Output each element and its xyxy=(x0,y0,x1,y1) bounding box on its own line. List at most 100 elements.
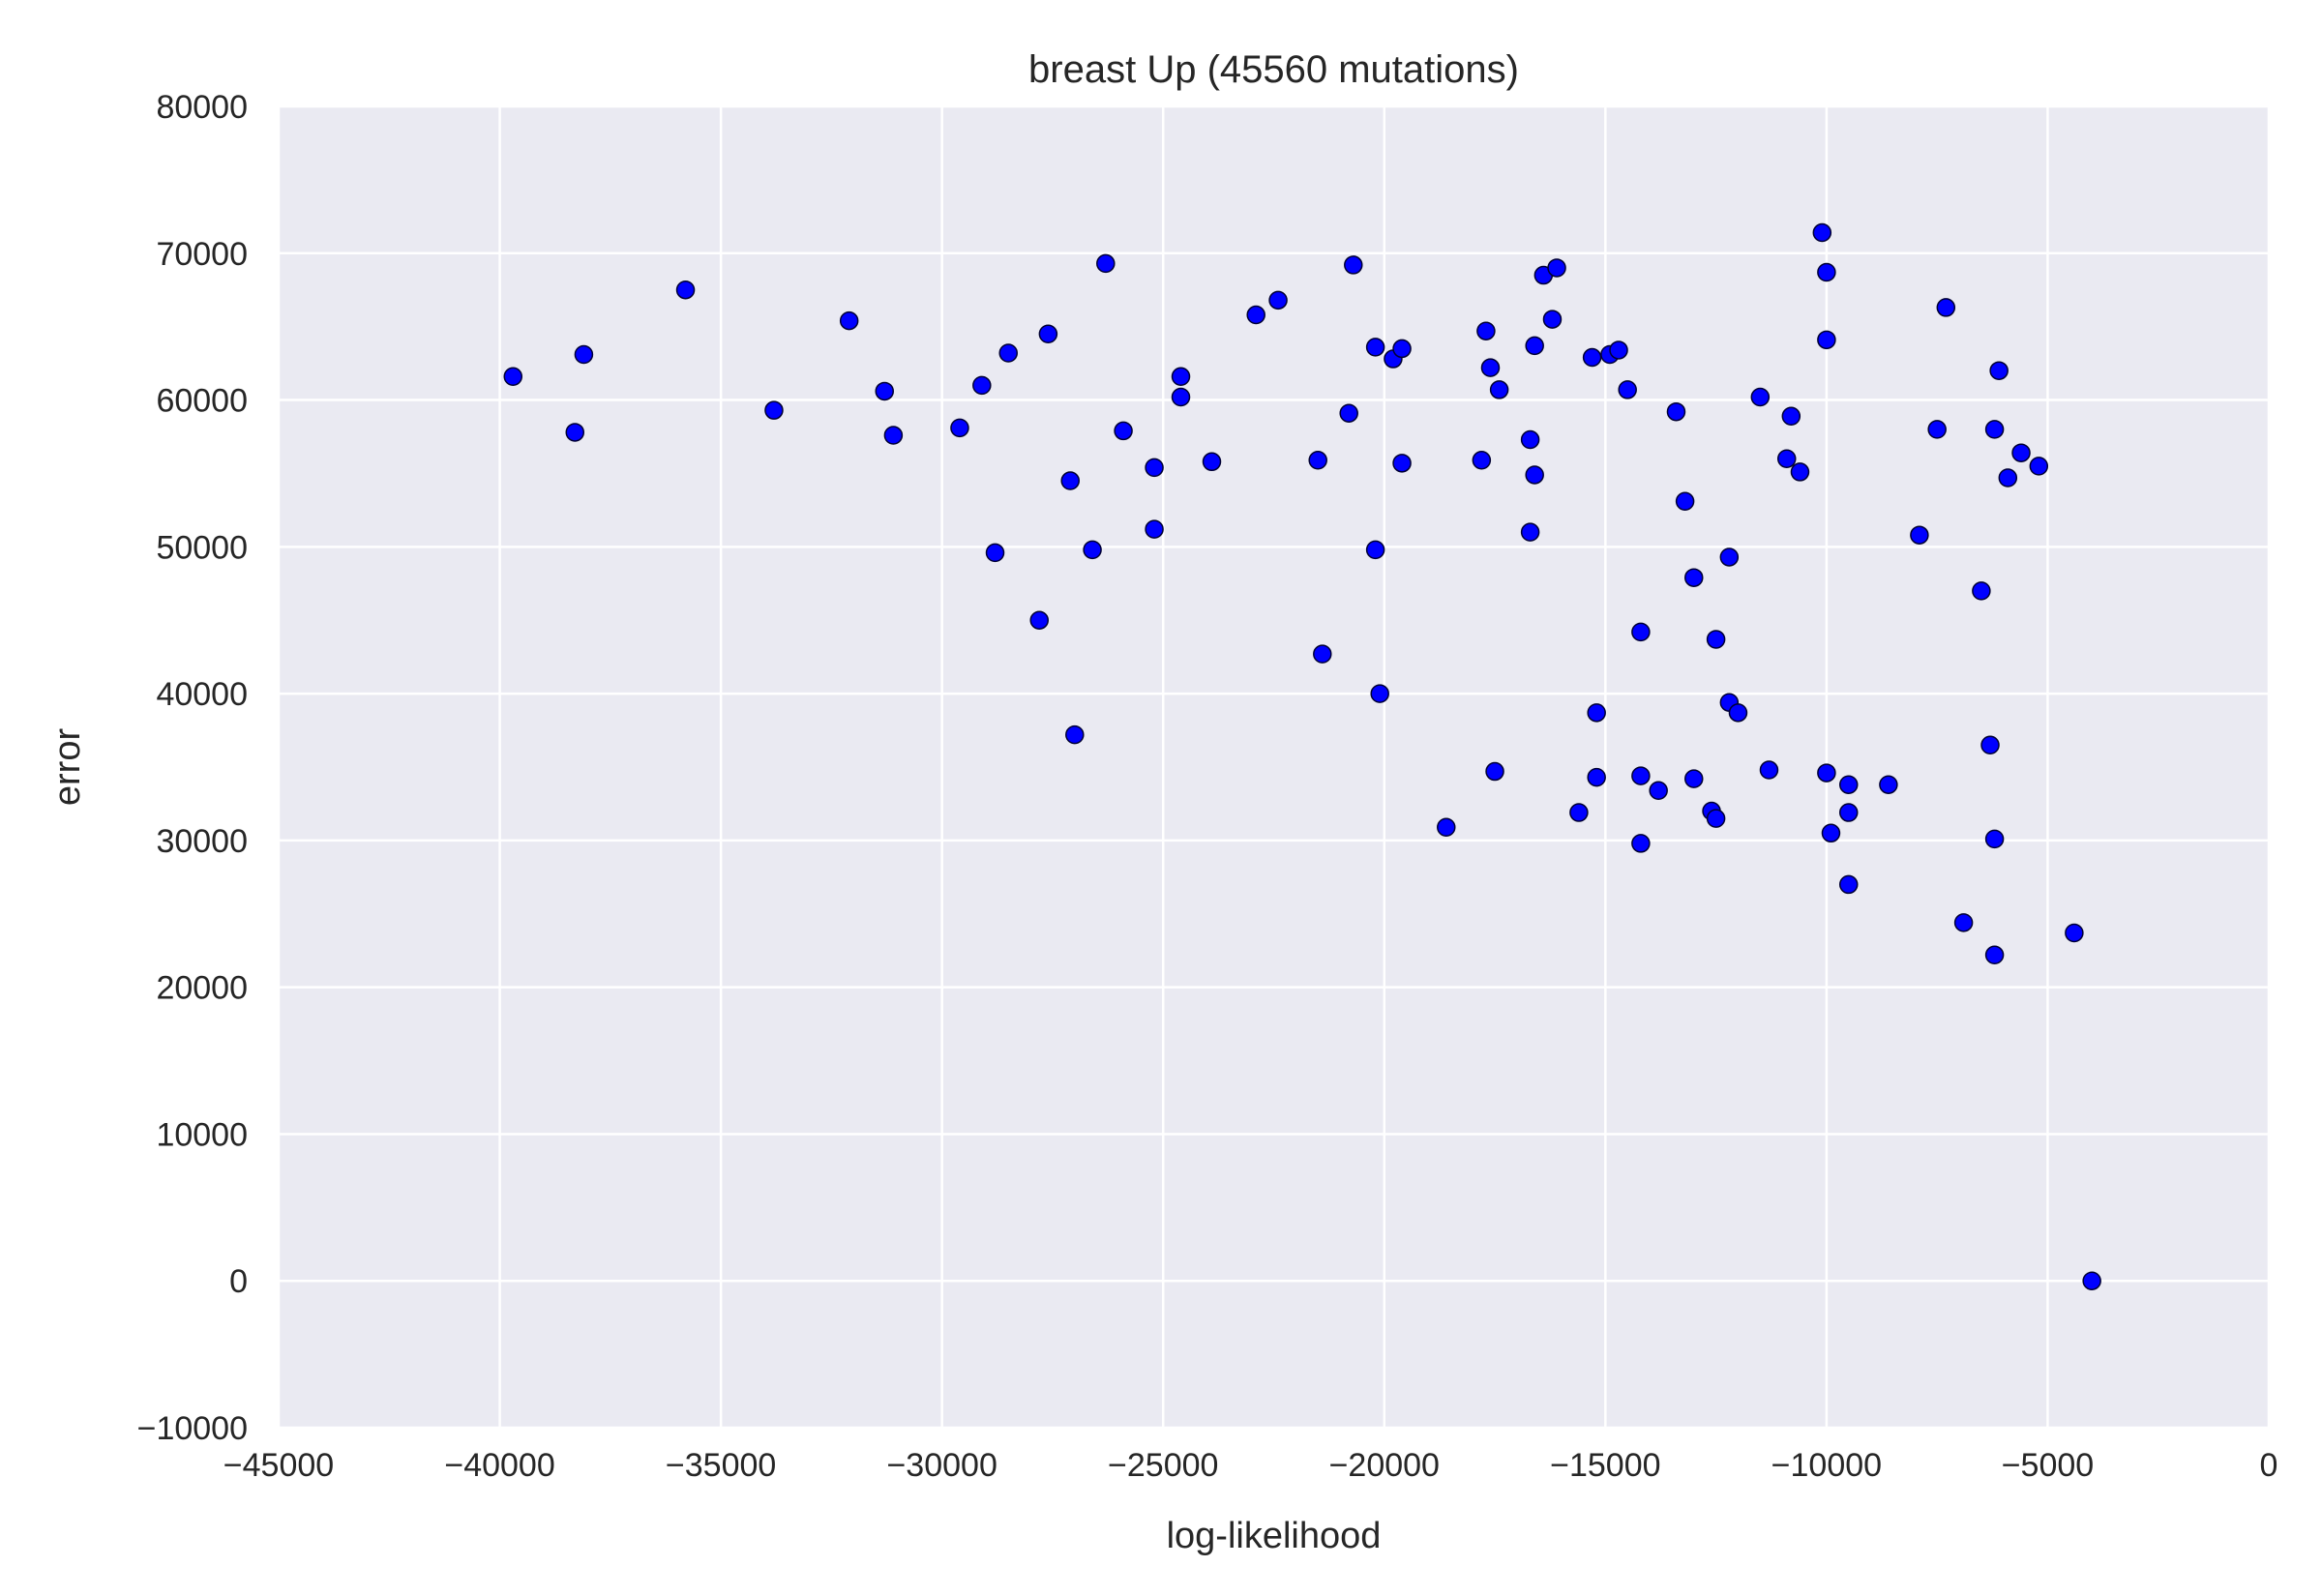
data-point xyxy=(1821,823,1841,843)
data-point xyxy=(1719,547,1740,567)
data-point xyxy=(1666,401,1686,422)
y-tick-label: 60000 xyxy=(156,383,248,420)
data-point xyxy=(1631,766,1651,785)
data-point xyxy=(1817,330,1836,350)
data-point xyxy=(1609,340,1628,360)
data-point xyxy=(1476,321,1496,340)
data-point xyxy=(1817,763,1836,783)
data-point xyxy=(1060,471,1080,490)
data-point xyxy=(1984,420,2005,439)
data-point xyxy=(1489,380,1509,399)
data-point xyxy=(875,381,894,401)
data-point xyxy=(972,375,992,396)
data-point xyxy=(1879,775,1898,794)
data-point xyxy=(1984,945,2005,965)
y-tick-label: 20000 xyxy=(156,970,248,1007)
y-tick-label: 80000 xyxy=(156,89,248,126)
data-point xyxy=(1684,769,1704,788)
data-point xyxy=(1339,403,1358,423)
data-point xyxy=(1587,767,1606,787)
data-point xyxy=(2082,1271,2101,1290)
data-point xyxy=(1547,258,1566,278)
data-point xyxy=(1910,525,1929,545)
x-tick-label: 0 xyxy=(2260,1447,2278,1484)
data-point xyxy=(1525,465,1544,485)
data-point xyxy=(2011,443,2031,462)
data-point xyxy=(1171,387,1191,407)
data-point xyxy=(1520,522,1540,542)
data-point xyxy=(1542,310,1563,329)
data-point xyxy=(985,543,1005,563)
y-tick-label: 30000 xyxy=(156,823,248,860)
data-point xyxy=(1392,339,1412,359)
data-points xyxy=(503,222,2101,1290)
x-tick-label: −5000 xyxy=(2002,1447,2095,1484)
x-tick-label: −20000 xyxy=(1329,1447,1440,1484)
y-tick-label: 50000 xyxy=(156,529,248,566)
data-point xyxy=(883,426,904,445)
data-point xyxy=(1984,829,2005,849)
chart-title: breast Up (45560 mutations) xyxy=(1028,48,1519,91)
y-tick-label: 70000 xyxy=(156,236,248,273)
y-tick-labels: −10000 0 10000 20000 30000 40000 50000 60000 700… xyxy=(137,89,248,1447)
data-point xyxy=(675,280,696,300)
x-tick-label: −15000 xyxy=(1550,1447,1660,1484)
x-tick-label: −10000 xyxy=(1771,1447,1882,1484)
data-point xyxy=(1472,451,1492,470)
data-point xyxy=(1649,781,1668,801)
x-tick-labels: −45000 −40000 −35000 −30000 −25000 −20000 −150… xyxy=(223,1447,2278,1484)
data-point xyxy=(1308,451,1327,470)
y-axis-label: error xyxy=(47,728,88,807)
data-point xyxy=(1246,305,1265,325)
data-point xyxy=(1812,222,1832,243)
data-point xyxy=(1989,361,2009,380)
data-point xyxy=(1998,468,2018,488)
data-point xyxy=(1437,817,1456,837)
data-point xyxy=(1927,420,1947,439)
data-point xyxy=(2029,457,2049,476)
data-point xyxy=(839,310,859,331)
data-point xyxy=(1838,874,1859,895)
data-point xyxy=(1038,324,1058,344)
data-point xyxy=(1083,540,1102,560)
data-point xyxy=(1485,761,1504,782)
data-point xyxy=(1582,347,1602,368)
data-point xyxy=(565,423,585,442)
data-point xyxy=(1370,684,1389,703)
data-point xyxy=(1728,703,1748,723)
data-point xyxy=(574,344,594,365)
data-point xyxy=(1631,622,1651,642)
data-point xyxy=(1268,290,1288,310)
data-point xyxy=(1781,406,1801,427)
x-tick-label: −30000 xyxy=(886,1447,997,1484)
data-point xyxy=(1171,367,1191,387)
data-point xyxy=(1706,809,1726,828)
data-point xyxy=(1114,421,1133,441)
data-point xyxy=(1838,775,1859,794)
y-tick-label: 10000 xyxy=(156,1116,248,1153)
x-axis-label: log-likelihood xyxy=(1167,1516,1382,1556)
data-point xyxy=(1096,253,1116,274)
data-point xyxy=(1525,336,1544,356)
data-point xyxy=(1065,724,1085,745)
x-tick-label: −40000 xyxy=(444,1447,554,1484)
x-tick-label: −35000 xyxy=(666,1447,776,1484)
plot-area xyxy=(279,106,2269,1428)
data-point xyxy=(1980,735,2000,754)
data-point xyxy=(1365,338,1385,357)
x-tick-label: −25000 xyxy=(1108,1447,1218,1484)
horizontal-gridlines xyxy=(279,104,2269,1430)
data-point xyxy=(1776,449,1797,469)
data-point xyxy=(1750,387,1771,407)
data-point xyxy=(764,400,784,420)
data-point xyxy=(2065,923,2084,943)
data-point xyxy=(1587,703,1606,723)
data-point xyxy=(1675,491,1695,512)
data-point xyxy=(1706,630,1726,649)
x-tick-label: −45000 xyxy=(223,1447,334,1484)
data-point xyxy=(1029,610,1049,630)
data-point xyxy=(1313,644,1332,664)
y-tick-label: −10000 xyxy=(137,1410,248,1447)
data-point xyxy=(1631,834,1651,853)
